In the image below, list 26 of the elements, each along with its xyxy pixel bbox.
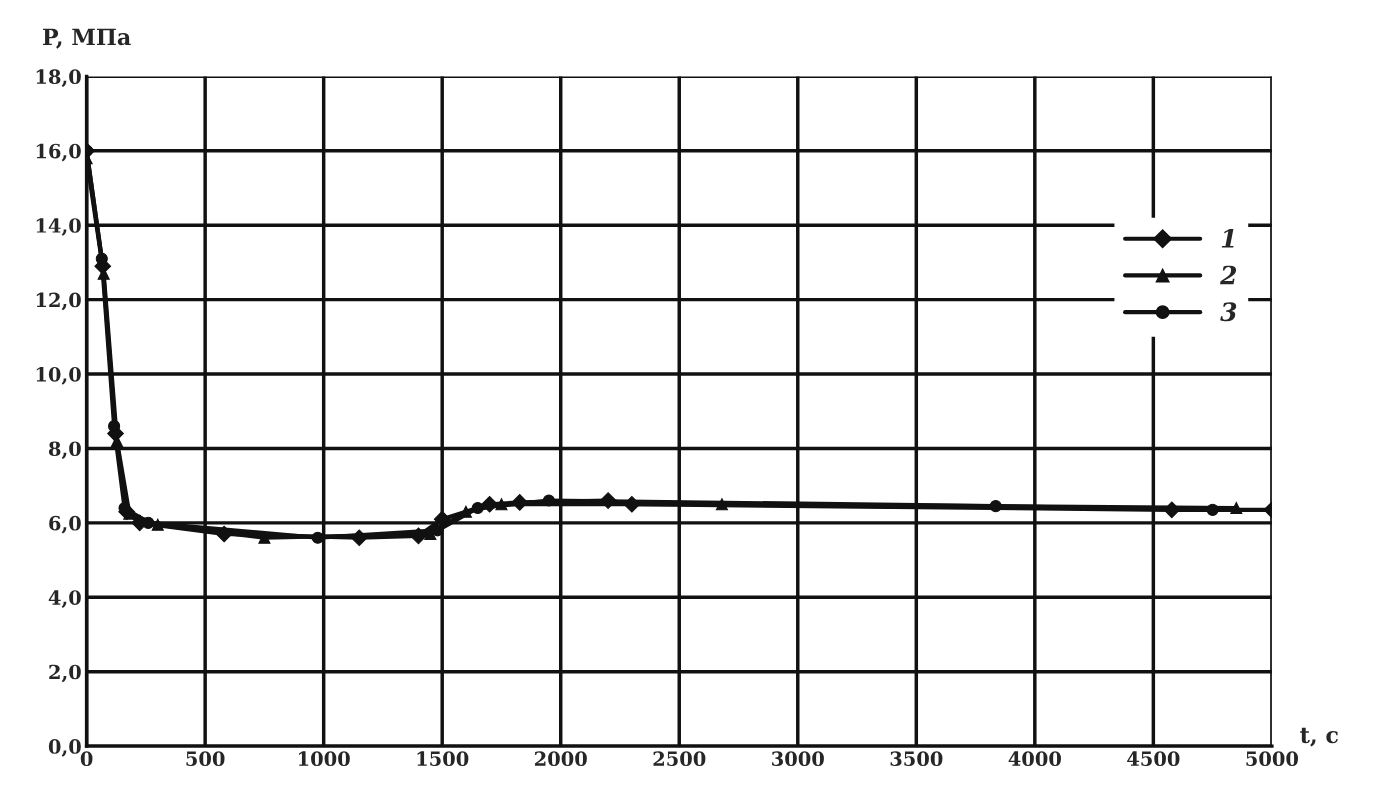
legend-label: 2 [1220, 265, 1237, 285]
y-axis-title: P, МПа [43, 28, 131, 49]
x-tick-label: 1000 [298, 751, 350, 767]
y-tick-label: 4,0 [48, 590, 81, 608]
y-tick-label: 10,0 [36, 366, 81, 385]
x-tick-label: 4500 [1127, 751, 1180, 767]
x-tick-label: 2000 [534, 751, 587, 767]
x-tick-label: 3000 [772, 751, 824, 767]
x-tick-label: 4000 [1008, 751, 1061, 767]
x-tick-label: 500 [186, 751, 225, 767]
y-tick-label: 2,0 [49, 664, 81, 683]
x-tick-label: 0 [80, 751, 93, 767]
legend-label: 1 [1221, 228, 1234, 248]
x-tick-label: 2500 [653, 751, 706, 767]
y-tick-label: 14,0 [36, 218, 81, 236]
y-tick-label: 0,0 [48, 739, 81, 757]
y-tick-label: 18,0 [36, 69, 81, 87]
y-tick-label: 6,0 [49, 515, 81, 534]
x-axis-title: t, c [1300, 727, 1338, 747]
y-tick-label: 12,0 [36, 292, 81, 311]
y-tick-label: 8,0 [48, 441, 81, 460]
legend-label: 3 [1220, 302, 1237, 322]
y-tick-label: 16,0 [36, 143, 81, 162]
x-tick-label: 1500 [417, 751, 469, 767]
x-tick-label: 3500 [890, 751, 943, 767]
x-tick-label: 5000 [1246, 751, 1299, 767]
